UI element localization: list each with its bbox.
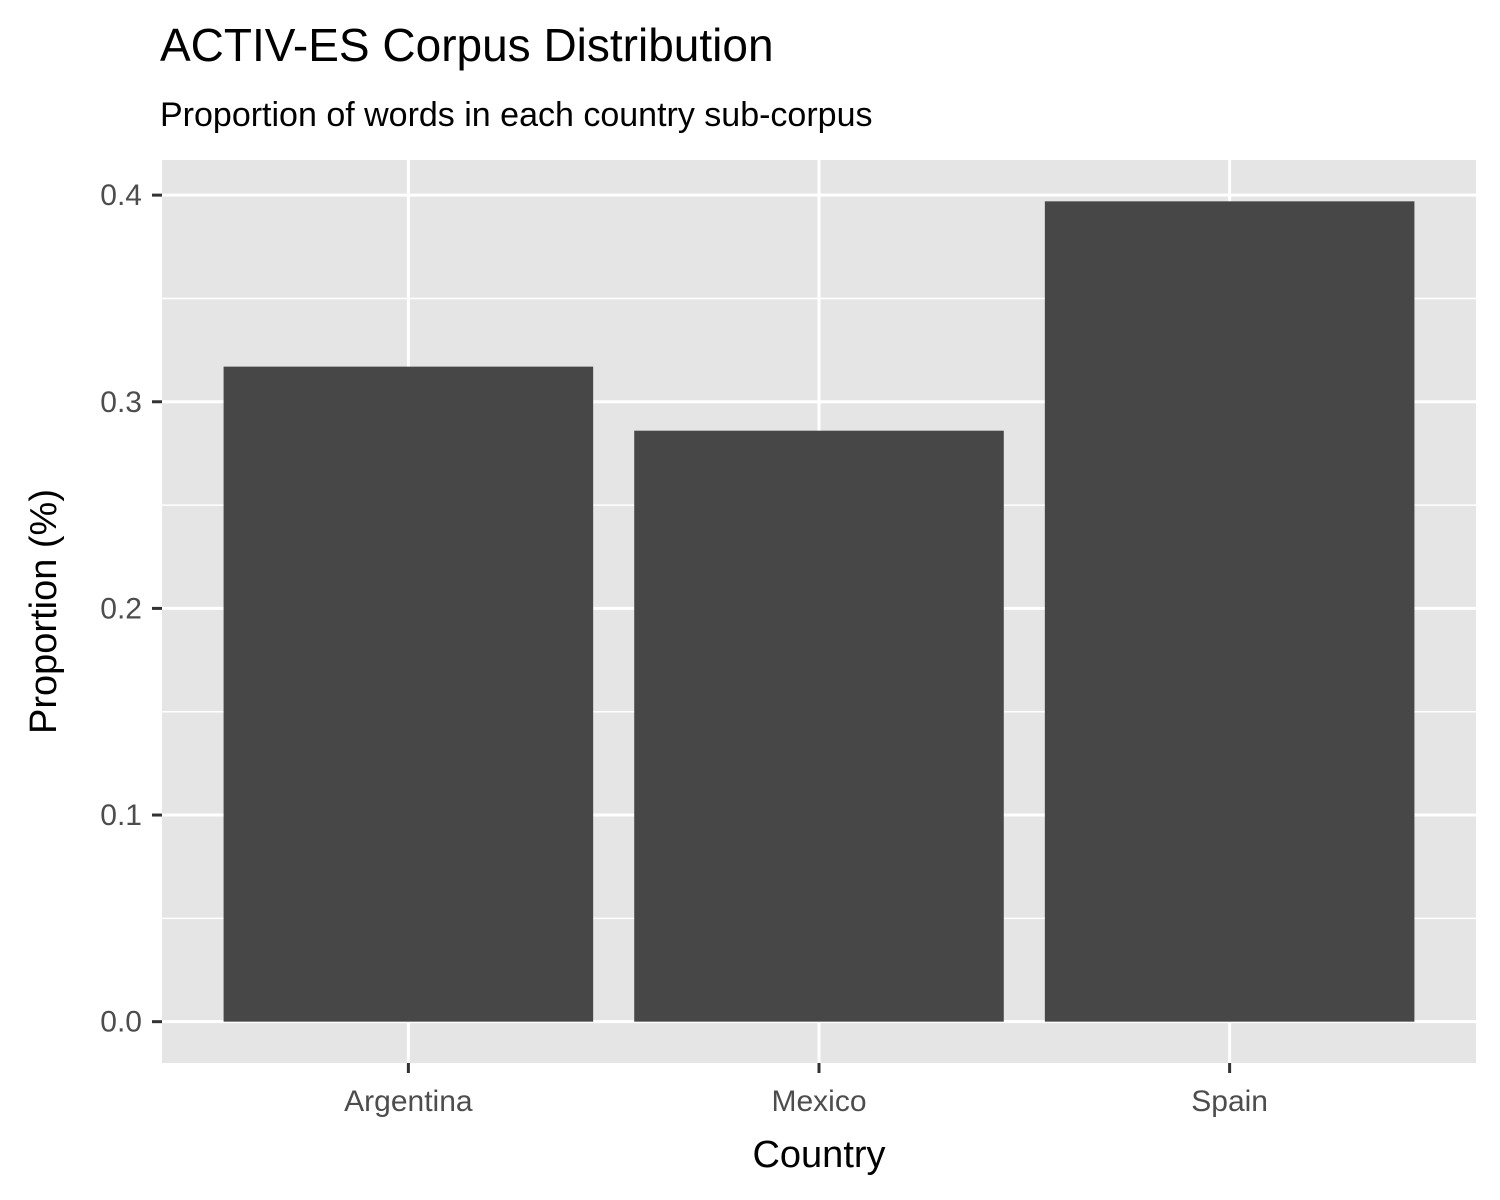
- chart-subtitle: Proportion of words in each country sub-…: [160, 96, 873, 134]
- bar-mexico: [634, 430, 1004, 1022]
- x-tick-label: Spain: [1191, 1085, 1268, 1118]
- x-axis-title: Country: [752, 1134, 885, 1176]
- x-tick-label: Mexico: [771, 1085, 866, 1118]
- y-tick-label: 0.2: [100, 592, 142, 625]
- y-tick-label: 0.1: [100, 799, 142, 832]
- y-tick-label: 0.0: [100, 1006, 142, 1039]
- y-tick-label: 0.4: [100, 179, 142, 212]
- y-tick-label: 0.3: [100, 386, 142, 419]
- bar-argentina: [223, 366, 594, 1022]
- bars: [223, 201, 1415, 1022]
- x-tick-label: Argentina: [344, 1085, 473, 1118]
- axes: 0.0 0.1 0.2 0.3 0.4 Argentina Mexico Spain: [100, 179, 1268, 1118]
- chart-title: ACTIV-ES Corpus Distribution: [160, 19, 774, 71]
- y-axis-title: Proportion (%): [23, 489, 65, 734]
- bar-spain: [1044, 201, 1415, 1022]
